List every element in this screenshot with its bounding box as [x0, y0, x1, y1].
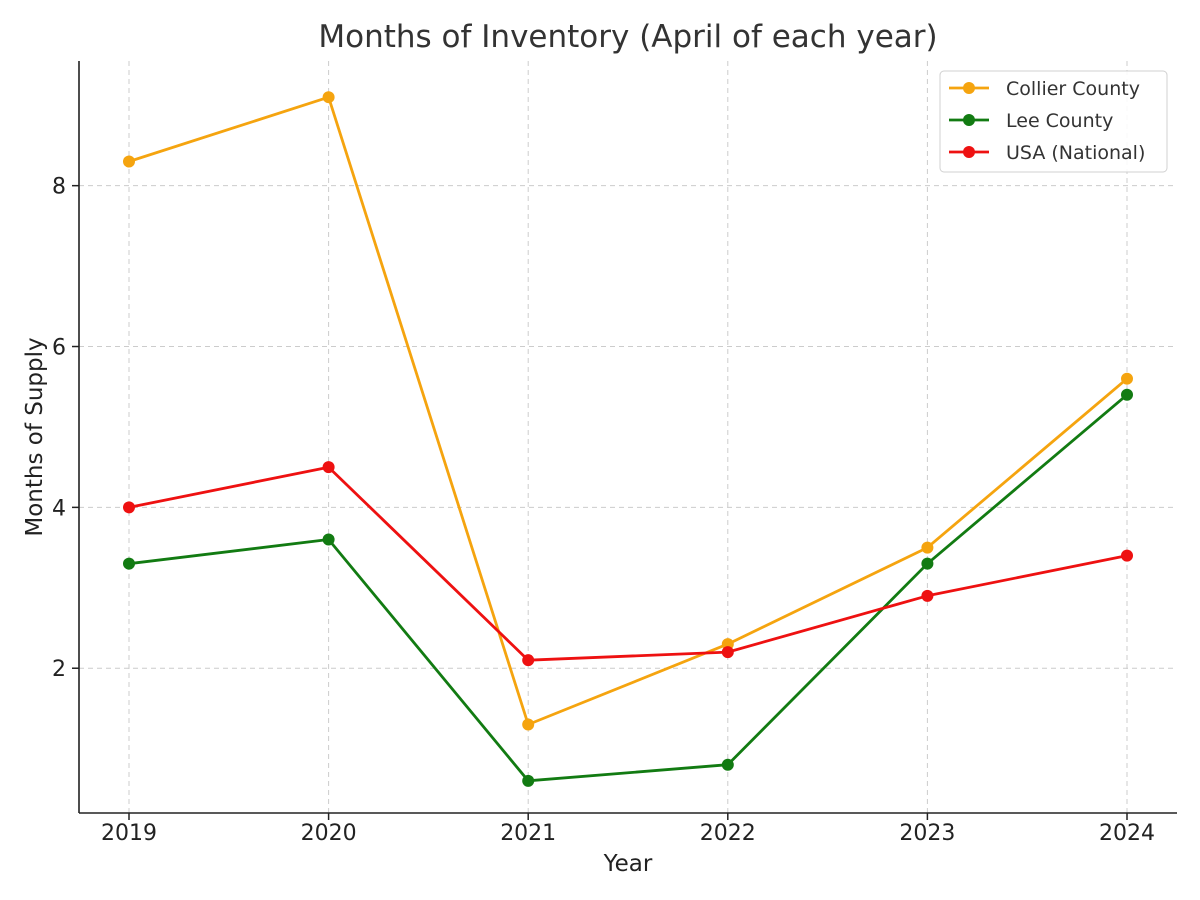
series-line-usa-national: [128, 465, 1128, 662]
data-point-lee-county: [921, 557, 934, 570]
y-axis-label: Months of Supply: [22, 337, 48, 536]
data-point-lee-county: [322, 533, 335, 546]
legend-marker: [963, 114, 975, 126]
data-point-usa-national: [322, 461, 335, 474]
data-point-collier-county: [322, 91, 335, 104]
x-tick-label: 2020: [301, 821, 357, 846]
legend-marker: [963, 82, 975, 94]
legend-marker: [963, 146, 975, 158]
y-tick-label: 8: [52, 175, 66, 200]
data-point-usa-national: [1121, 549, 1133, 562]
series-line-collier-county: [128, 95, 1128, 726]
data-point-lee-county: [522, 774, 535, 787]
data-point-collier-county: [123, 155, 135, 168]
data-point-lee-county: [123, 557, 135, 570]
x-tick-label: 2019: [101, 821, 157, 846]
data-point-collier-county: [522, 718, 535, 731]
x-tick-label: 2024: [1099, 821, 1155, 846]
axes: 2019 2020 2021 2022 2023 2024 2 4 6 8: [52, 61, 1177, 846]
series-lee-county: [123, 388, 1133, 787]
legend: Collier County Lee County USA (National): [939, 70, 1168, 173]
legend-item-usa-national: USA (National): [949, 142, 1145, 164]
series-usa-national: [123, 461, 1133, 667]
x-tick-label: 2022: [700, 821, 756, 846]
y-tick-label: 4: [52, 496, 66, 521]
data-point-collier-county: [1121, 372, 1133, 385]
data-point-usa-national: [921, 589, 934, 602]
legend-item-lee-county: Lee County: [949, 110, 1113, 132]
x-tick-label: 2023: [899, 821, 955, 846]
x-tick-label: 2021: [500, 821, 556, 846]
grid: [79, 61, 1177, 813]
plot-area: [123, 91, 1133, 787]
data-point-usa-national: [123, 501, 135, 514]
data-point-lee-county: [1121, 388, 1133, 401]
x-axis-label: Year: [603, 851, 653, 877]
data-point-usa-national: [721, 646, 734, 659]
legend-label: Collier County: [1006, 78, 1140, 100]
data-point-lee-county: [721, 758, 734, 771]
series-collier-county: [123, 91, 1133, 731]
legend-box: [939, 70, 1168, 173]
legend-label: USA (National): [1006, 142, 1145, 164]
data-point-usa-national: [522, 654, 535, 667]
y-tick-label: 6: [52, 336, 66, 361]
data-point-collier-county: [921, 541, 934, 554]
legend-item-collier-county: Collier County: [949, 78, 1140, 100]
series-line-lee-county: [128, 393, 1128, 783]
chart-title: Months of Inventory (April of each year): [318, 19, 937, 55]
legend-label: Lee County: [1006, 110, 1113, 132]
y-tick-label: 2: [52, 657, 66, 682]
